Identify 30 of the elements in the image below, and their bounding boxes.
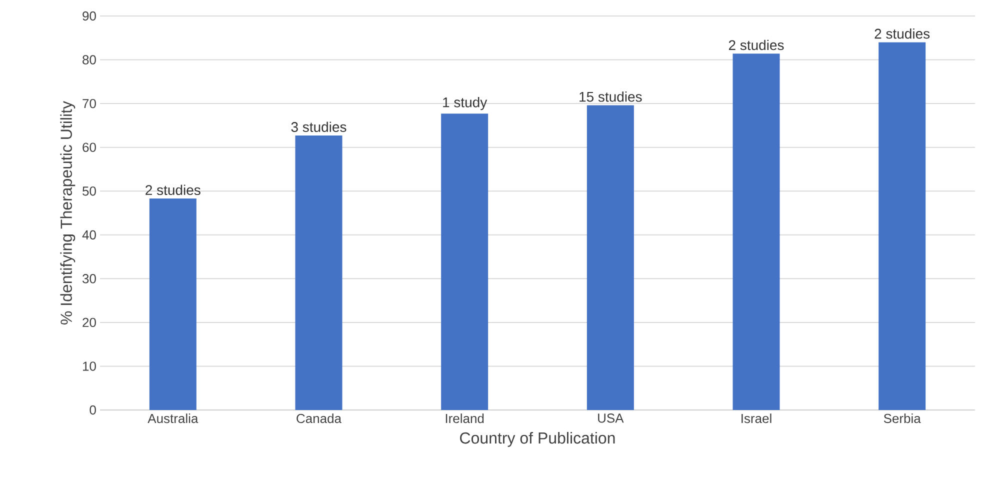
y-tick-label: 30: [82, 274, 96, 284]
bar: [586, 105, 634, 410]
annotation: 2 studies: [874, 28, 930, 39]
bar: [878, 42, 926, 410]
y-tick-label: 80: [82, 55, 96, 64]
y-tick-label: 20: [82, 318, 96, 328]
y-tick-label: 50: [82, 186, 96, 196]
bar: [732, 54, 780, 410]
y-tick-label: 70: [82, 98, 96, 108]
y-tick-label: 90: [82, 11, 96, 21]
x-tick-label: USA: [598, 414, 624, 423]
bar: [295, 136, 342, 410]
y-axis-title: % Identifying Therapeutic Utility: [60, 101, 76, 324]
y-tick-label: 0: [90, 405, 96, 415]
bar: [441, 114, 488, 410]
annotation: 2 studies: [146, 184, 200, 196]
y-tick-label: 40: [82, 230, 96, 240]
x-tick-label: Australia: [148, 414, 198, 424]
x-axis-title: Country of Publication: [460, 432, 615, 447]
annotation: 3 studies: [291, 122, 346, 132]
x-tick-label: Ireland: [446, 414, 484, 424]
bar: [149, 198, 196, 410]
x-tick-label: Israel: [742, 414, 772, 424]
y-tick-label: 10: [82, 362, 96, 371]
x-tick-label: Canada: [296, 414, 342, 424]
x-tick-label: Serbia: [884, 414, 921, 424]
annotation: 1 study: [443, 97, 488, 110]
annotation: 2 studies: [728, 40, 784, 50]
y-tick-label: 60: [82, 142, 96, 152]
annotation: 15 studies: [580, 91, 642, 102]
